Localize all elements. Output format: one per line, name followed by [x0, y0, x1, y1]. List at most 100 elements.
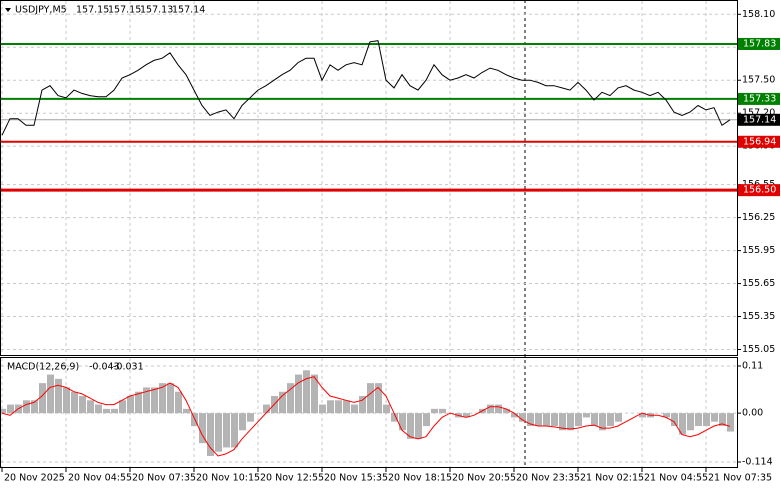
macd-bar — [727, 413, 734, 432]
price-label-box — [738, 113, 780, 126]
plot — [0, 1, 737, 467]
signal-line — [1, 376, 731, 457]
x-tick-label: 20 Nov 23:35 — [516, 473, 580, 484]
macd-bar — [247, 413, 254, 422]
macd-bar — [0, 408, 6, 414]
macd-bar — [319, 404, 326, 414]
x-tick-label: 21 Nov 02:15 — [580, 473, 644, 484]
macd-bar — [399, 413, 406, 431]
macd-bar — [423, 413, 430, 426]
macd-bar — [495, 404, 502, 414]
y-tick-label: -0.114 — [742, 457, 773, 468]
macd-bar — [583, 413, 590, 418]
macd-bar — [503, 408, 510, 414]
macd-bar — [31, 400, 38, 414]
x-tick-label: 20 Nov 10:15 — [196, 473, 260, 484]
macd-bar — [223, 413, 230, 448]
macd-bar — [575, 413, 582, 426]
macd-bar — [199, 413, 206, 444]
macd-bar — [671, 413, 678, 426]
macd-bar — [71, 391, 78, 414]
macd-bar — [207, 413, 214, 456]
macd-bar — [311, 374, 318, 414]
level-label-box — [738, 37, 780, 50]
x-tick-label: 21 Nov 04:55 — [644, 473, 708, 484]
macd-bar — [7, 404, 14, 414]
y-tick-label: 155.35 — [742, 311, 775, 322]
x-tick-label: 20 Nov 07:35 — [132, 473, 196, 484]
x-tick-label: 20 Nov 18:15 — [388, 473, 452, 484]
macd-bar — [599, 413, 606, 431]
macd-bar — [343, 400, 350, 414]
macd-bar — [439, 408, 446, 414]
header-value: 157.14 — [172, 5, 205, 16]
x-tick-label: 20 Nov 12:55 — [260, 473, 324, 484]
macd-bar — [535, 413, 542, 426]
macd-bar — [135, 391, 142, 414]
macd-bar — [607, 413, 614, 426]
macd-frame — [0, 357, 738, 468]
macd-bar — [407, 413, 414, 439]
macd-bar — [79, 396, 86, 414]
level-label: 157.33 — [743, 93, 776, 104]
macd-bar — [359, 396, 366, 414]
macd-bar — [543, 413, 550, 426]
level-label-box — [738, 135, 780, 148]
macd-bar — [367, 383, 374, 414]
macd-bar — [687, 413, 694, 431]
macd-bar — [375, 383, 382, 414]
macd-bar — [167, 383, 174, 414]
x-tick-label: 20 Nov 15:35 — [324, 473, 388, 484]
header-arrow — [5, 8, 11, 12]
macd-bar — [263, 404, 270, 414]
macd-bar — [231, 413, 238, 448]
macd-bar — [279, 391, 286, 414]
y-tick-label: 155.65 — [742, 278, 775, 289]
level-label: 156.94 — [743, 136, 776, 147]
macd-value: -0.043 — [89, 362, 120, 373]
macd-bar — [287, 383, 294, 414]
macd-title: MACD(12,26,9) — [7, 362, 79, 373]
macd-bar — [63, 387, 70, 414]
macd-bar — [567, 413, 574, 431]
macd-bar — [591, 413, 598, 426]
y-tick-label: 155.05 — [742, 344, 775, 355]
level-label: 156.50 — [743, 185, 776, 196]
macd-bar — [95, 404, 102, 414]
y-tick-label: 157.50 — [742, 75, 775, 86]
y-tick-label: 158.10 — [742, 9, 775, 20]
x-tick-label: 21 Nov 07:35 — [708, 473, 772, 484]
macd-bar — [239, 413, 246, 431]
macd-bar — [111, 408, 118, 414]
macd-bar — [55, 378, 62, 414]
macd-bar — [511, 413, 518, 418]
level-label: 157.83 — [743, 38, 776, 49]
macd-bar — [127, 396, 134, 414]
level-label-box — [738, 184, 780, 197]
y-tick-label: 0.11 — [742, 361, 763, 372]
main-frame — [0, 0, 738, 356]
macd-bar — [431, 408, 438, 414]
level-label-box — [738, 92, 780, 105]
macd-bar — [719, 413, 726, 426]
y-tick-label: 156.25 — [742, 212, 775, 223]
macd-bar — [327, 400, 334, 414]
macd-bar — [679, 413, 686, 435]
header-value: 157.13 — [140, 5, 173, 16]
macd-bar — [711, 413, 718, 422]
macd-bar — [103, 408, 110, 414]
macd-bar — [383, 404, 390, 414]
macd-bar — [119, 400, 126, 414]
price-line — [1, 40, 731, 136]
price-label: 157.14 — [743, 114, 776, 125]
y-tick-label: 0.00 — [742, 408, 763, 419]
macd-bar — [47, 374, 54, 414]
macd-bar — [183, 408, 190, 414]
macd-bar — [415, 413, 422, 439]
header-value: 157.15 — [108, 5, 141, 16]
macd-bar — [335, 400, 342, 414]
y-tick-label: 155.95 — [742, 245, 775, 256]
macd-bar — [151, 387, 158, 414]
